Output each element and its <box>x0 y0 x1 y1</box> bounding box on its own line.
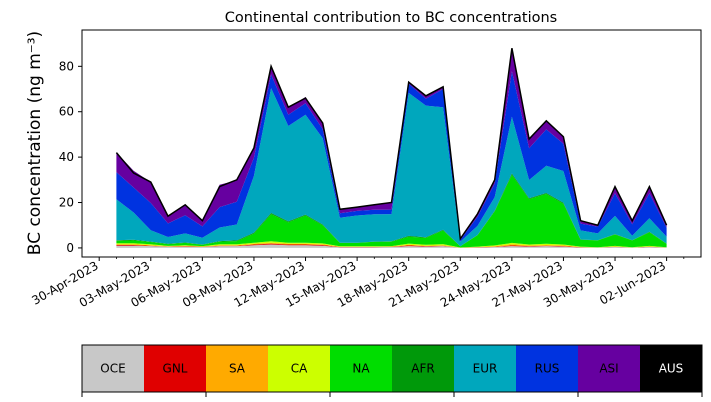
y-axis-label: BC concentration (ng m⁻³) <box>25 31 45 255</box>
legend-swatch-eur <box>454 345 517 392</box>
y-tick-label: 60 <box>59 105 74 119</box>
legend-label-rus: RUS <box>535 362 560 376</box>
y-tick-label: 80 <box>59 59 74 73</box>
legend-label-asi: ASI <box>599 362 618 376</box>
total-line <box>115 48 668 241</box>
legend-swatch-afr <box>392 345 455 392</box>
legend-swatch-aus <box>640 345 703 392</box>
legend-label-eur: EUR <box>473 362 498 376</box>
area-ca <box>116 241 667 248</box>
legend-swatch-na <box>330 345 393 392</box>
y-tick-label: 40 <box>59 150 74 164</box>
y-tick-label: 20 <box>59 196 74 210</box>
legend-label-ca: CA <box>291 362 308 376</box>
area-rus <box>116 71 667 242</box>
legend-swatch-oce <box>82 345 145 392</box>
area-eur <box>116 88 667 247</box>
x-axis: 30-Apr-202303-May-202306-May-202309-May-… <box>29 257 685 310</box>
area-sa <box>116 242 667 248</box>
continent-colorbar-legend: OCE GNL SA CA NA AFR EUR RUS ASI AUS <box>81 344 703 397</box>
legend-label-gnl: GNL <box>163 362 188 376</box>
area-asi <box>116 50 667 241</box>
y-tick-label: 0 <box>66 241 74 255</box>
area-gnl <box>116 243 667 248</box>
legend-swatch-sa <box>206 345 269 392</box>
y-axis: 0 20 40 60 80 <box>59 59 82 255</box>
legend-label-oce: OCE <box>100 362 125 376</box>
legend-swatch-asi <box>578 345 641 392</box>
stacked-areas <box>116 50 667 248</box>
legend-label-sa: SA <box>229 362 246 376</box>
legend-swatch-gnl <box>144 345 207 392</box>
legend-swatch-rus <box>516 345 579 392</box>
area-na <box>116 174 667 248</box>
legend-label-na: NA <box>352 362 370 376</box>
legend-frame <box>81 344 703 393</box>
area-oce <box>116 244 667 248</box>
chart-title: Continental contribution to BC concentra… <box>225 10 557 26</box>
legend-swatch-ca <box>268 345 331 392</box>
legend-label-aus: AUS <box>659 362 684 376</box>
total-line-group <box>115 48 668 241</box>
legend-label-afr: AFR <box>411 362 434 376</box>
